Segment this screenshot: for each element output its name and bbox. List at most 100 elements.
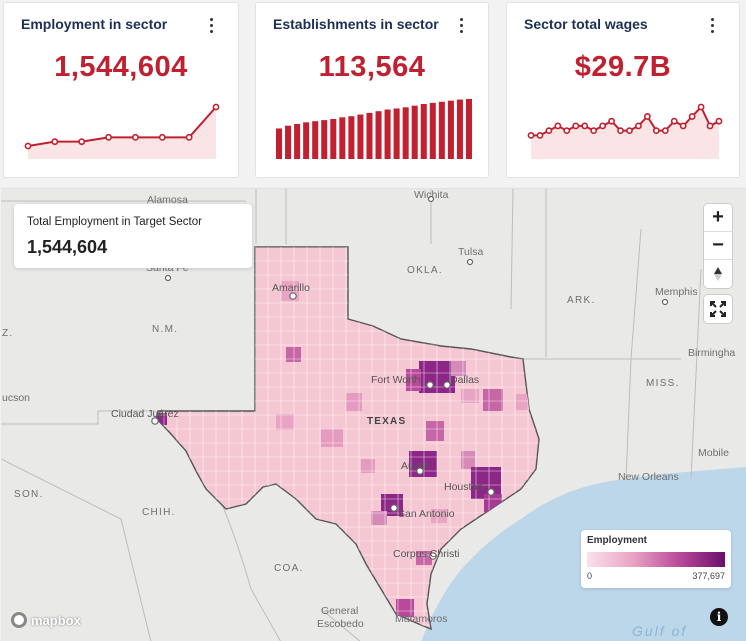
kpi-card-establishments: Establishments in sector 113,564 xyxy=(255,2,489,178)
sparkline-point xyxy=(212,103,220,111)
sparkbar xyxy=(294,124,301,159)
more-menu-icon[interactable] xyxy=(454,15,470,37)
compass-button[interactable] xyxy=(704,260,732,288)
map-label-texas: TEXAS xyxy=(367,416,407,427)
sparkline-point xyxy=(590,127,598,135)
sparkline-area xyxy=(531,107,719,159)
sparkline-point xyxy=(688,113,696,120)
sparkbar xyxy=(357,114,364,159)
zoom-out-button[interactable]: − xyxy=(704,232,732,260)
sparkbar xyxy=(321,120,328,159)
legend-max: 377,697 xyxy=(692,571,725,581)
sparkline-point xyxy=(572,122,580,130)
map-label-gulf: Gulf of xyxy=(632,623,688,639)
sparkbar xyxy=(312,121,319,159)
sparkbar xyxy=(420,104,427,159)
sparkline-point xyxy=(78,138,86,146)
mapbox-logo[interactable]: mapbox xyxy=(11,612,81,628)
sparkline-point xyxy=(608,117,615,125)
map-label-okla: OKLA. xyxy=(407,265,443,276)
kpi-title: Sector total wages xyxy=(524,16,648,32)
map-label-birmingham: Birmingha xyxy=(688,347,736,359)
sparkbar xyxy=(465,99,472,159)
sparkline-point xyxy=(185,133,193,141)
sparkbar xyxy=(339,117,346,159)
sparkbar xyxy=(456,99,463,159)
sparkbar xyxy=(348,116,355,159)
map-label-amarillo: Amarillo xyxy=(272,282,310,294)
sparkbar xyxy=(411,105,418,159)
sparkline-point xyxy=(545,127,553,135)
kpi-value: 113,564 xyxy=(318,51,426,83)
map-legend: Employment 0 377,697 xyxy=(581,530,731,588)
sparkline-point xyxy=(635,122,642,130)
choropleth-map[interactable]: Alamosa Wichita Tulsa OKLA. Santa Fe Ama… xyxy=(1,188,746,641)
map-label-tulsa: Tulsa xyxy=(458,246,484,258)
compass-icon xyxy=(714,267,722,281)
kpi-title: Establishments in sector xyxy=(273,16,439,32)
sparkline-point xyxy=(536,131,544,139)
wages-sparkline xyxy=(527,103,723,159)
employment-sparkline xyxy=(24,103,220,159)
sparkline-point xyxy=(599,122,607,130)
total-employment-label: Total Employment in Target Sector xyxy=(27,216,202,228)
map-label-ciudad-juarez: Ciudad Juárez xyxy=(111,408,179,420)
sparkline-point xyxy=(132,133,139,141)
sparkline-point xyxy=(563,127,571,135)
more-menu-icon[interactable] xyxy=(204,15,220,37)
sparkline-point xyxy=(105,133,112,141)
sparkbar xyxy=(276,128,283,159)
map-label-memphis: Memphis xyxy=(655,286,698,298)
kpi-value: $29.7B xyxy=(574,51,672,83)
sparkline-point xyxy=(24,142,32,150)
map-label-coa: COA. xyxy=(274,563,304,574)
fullscreen-icon xyxy=(710,301,726,317)
sparkbar xyxy=(447,100,454,159)
map-label-wichita: Wichita xyxy=(414,189,449,201)
mapbox-logo-icon xyxy=(11,612,27,628)
sparkbar xyxy=(366,112,373,159)
total-employment-box: Total Employment in Target Sector 1,544,… xyxy=(14,204,252,268)
sparkline-point xyxy=(527,131,535,139)
sparkline-point xyxy=(715,117,723,125)
map-label-general: General xyxy=(321,605,359,617)
kpi-value: 1,544,604 xyxy=(54,51,188,83)
sparkbar xyxy=(375,111,382,159)
kpi-card-employment: Employment in sector 1,544,604 xyxy=(3,2,239,178)
more-menu-icon[interactable] xyxy=(705,15,721,37)
map-label-ucson: ucson xyxy=(2,392,31,404)
sparkline-point xyxy=(652,127,660,135)
kpi-title: Employment in sector xyxy=(21,16,168,32)
zoom-in-button[interactable]: + xyxy=(704,204,732,232)
sparkbar xyxy=(384,109,391,159)
sparkbar xyxy=(285,125,292,159)
mapbox-wordmark: mapbox xyxy=(31,612,81,628)
sparkline-point xyxy=(679,122,687,130)
sparkline-point xyxy=(670,117,678,125)
map-label-houston: Houston xyxy=(444,481,484,493)
sparkline-point xyxy=(51,138,59,146)
legend-title: Employment xyxy=(587,535,648,546)
sparkbar xyxy=(393,108,400,159)
sparkline-area xyxy=(28,107,216,159)
sparkline-point xyxy=(661,127,669,135)
sparkbar xyxy=(330,119,337,159)
map-label-escobedo: Escobedo xyxy=(317,618,364,630)
legend-color-ramp xyxy=(587,552,725,567)
map-label-z: Z. xyxy=(2,328,14,339)
info-icon[interactable]: i xyxy=(710,608,728,626)
sparkline-point xyxy=(158,133,166,141)
sparkbar xyxy=(303,122,310,159)
sparkline-point xyxy=(626,127,633,135)
sparkbar xyxy=(429,102,436,159)
sparkline-point xyxy=(643,113,651,120)
map-label-mobile: Mobile xyxy=(698,447,729,459)
fullscreen-button[interactable] xyxy=(704,295,732,323)
map-navigation-control: + − xyxy=(704,204,732,288)
sparkline-point xyxy=(617,127,624,135)
map-label-dallas: Dallas xyxy=(450,374,480,386)
total-employment-value: 1,544,604 xyxy=(27,237,108,257)
sparkline-point xyxy=(581,122,589,130)
map-label-corpus-christi: Corpus Christi xyxy=(393,548,460,560)
